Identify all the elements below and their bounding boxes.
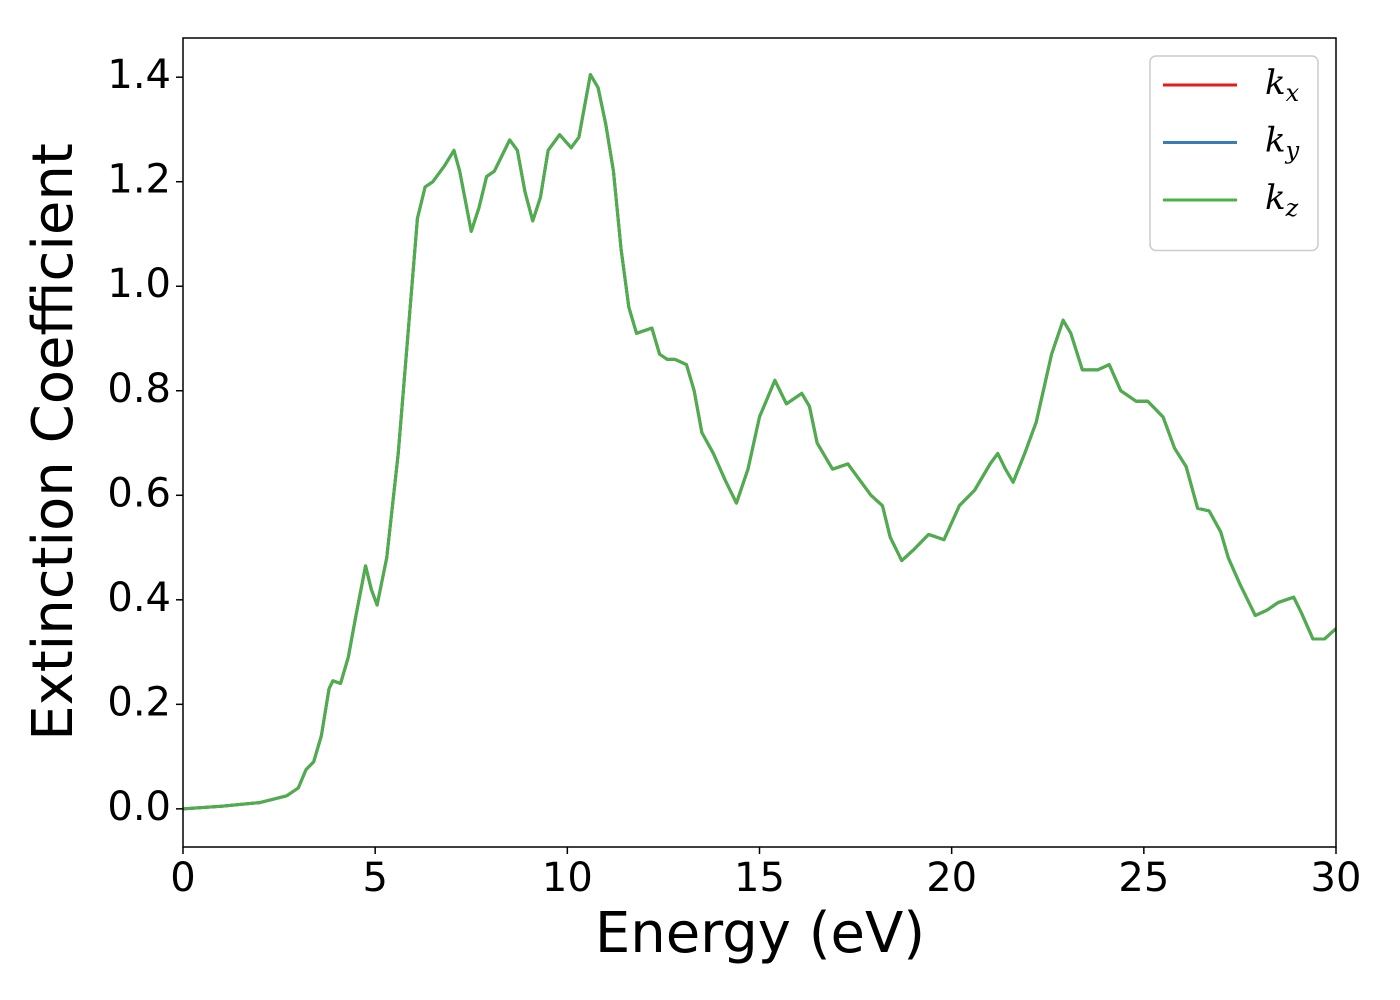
- x-tick-label: 15: [734, 855, 785, 901]
- y-tick-label: 1.0: [107, 261, 171, 307]
- x-tick-label: 10: [542, 855, 593, 901]
- line-series: [183, 73, 1336, 811]
- x-tick-label: 20: [926, 855, 977, 901]
- y-tick-label: 0.8: [107, 366, 171, 412]
- y-tick-label: 0.0: [107, 784, 171, 830]
- x-tick-label: 5: [362, 855, 387, 901]
- x-axis-label: Energy (eV): [595, 901, 925, 966]
- y-tick-label: 1.4: [107, 52, 171, 98]
- y-tick-label: 1.2: [107, 157, 171, 203]
- legend-label: ky: [1265, 121, 1300, 165]
- x-tick-label: 0: [170, 855, 195, 901]
- plot-frame: [182, 37, 1337, 848]
- y-tick-label: 0.2: [107, 679, 171, 725]
- y-tick-label: 0.4: [107, 575, 171, 621]
- y-tick-label: 0.6: [107, 470, 171, 516]
- legend-box: [1149, 55, 1319, 252]
- legend-label: kz: [1265, 178, 1299, 222]
- y-axis-label: Extinction Coefficient: [21, 143, 86, 741]
- x-tick-label: 30: [1311, 855, 1362, 901]
- x-tick-label: 25: [1118, 855, 1169, 901]
- legend-label: kx: [1265, 63, 1300, 107]
